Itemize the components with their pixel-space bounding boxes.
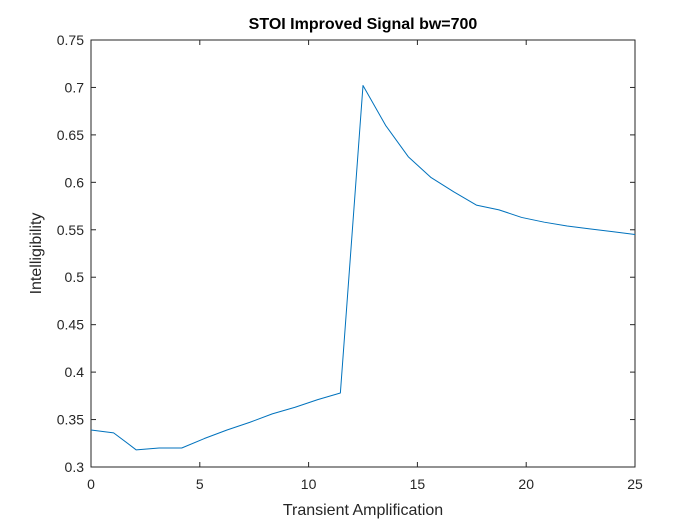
series-layer — [90, 85, 636, 451]
x-tick-label: 15 — [410, 476, 426, 492]
y-tick-label: 0.55 — [57, 222, 84, 238]
data-point — [249, 422, 251, 424]
y-tick-label: 0.6 — [65, 174, 85, 190]
y-tick-label: 0.5 — [65, 269, 85, 285]
y-tick-label: 0.75 — [57, 32, 84, 48]
y-tick-label: 0.3 — [65, 459, 85, 475]
y-tick-label: 0.65 — [57, 127, 84, 143]
x-tick-label: 25 — [627, 476, 643, 492]
data-point — [589, 228, 591, 230]
data-point — [90, 429, 92, 431]
data-point — [453, 191, 455, 193]
data-point — [498, 209, 500, 211]
y-tick-label: 0.45 — [57, 317, 84, 333]
data-point — [362, 85, 364, 87]
data-point — [181, 447, 183, 449]
axis-ticks: 0 5 10 15 20 25 0.3 0.35 0.4 0.45 0.5 0.55 0.6 0.65 0.… — [57, 32, 643, 492]
chart-title: STOI Improved Signal bw=700 — [249, 16, 478, 33]
data-point — [566, 225, 568, 227]
data-point — [294, 406, 296, 408]
x-tick-label: 20 — [518, 476, 534, 492]
data-point — [612, 231, 614, 233]
x-tick-label: 10 — [301, 476, 317, 492]
data-point — [204, 438, 206, 440]
data-point — [407, 156, 409, 158]
data-point — [340, 392, 342, 394]
data-point — [271, 413, 273, 415]
series-line — [90, 85, 636, 451]
x-tick-label: 5 — [196, 476, 204, 492]
data-point — [634, 234, 636, 236]
x-tick-label: 0 — [87, 476, 95, 492]
data-point — [385, 125, 387, 127]
x-axis-label: Transient Amplification — [283, 502, 443, 519]
data-point — [430, 177, 432, 179]
y-tick-label: 0.35 — [57, 412, 84, 428]
data-point — [317, 399, 319, 401]
data-point — [226, 429, 228, 431]
y-tick-label: 0.4 — [65, 364, 85, 380]
y-tick-label: 0.7 — [65, 79, 85, 95]
data-point — [543, 221, 545, 223]
data-point — [113, 432, 115, 434]
data-point — [476, 204, 478, 206]
y-axis-label: Intelligibility — [28, 213, 45, 295]
plot-area — [90, 39, 636, 468]
data-point — [158, 447, 160, 449]
data-point — [135, 449, 137, 451]
data-point — [521, 217, 523, 219]
